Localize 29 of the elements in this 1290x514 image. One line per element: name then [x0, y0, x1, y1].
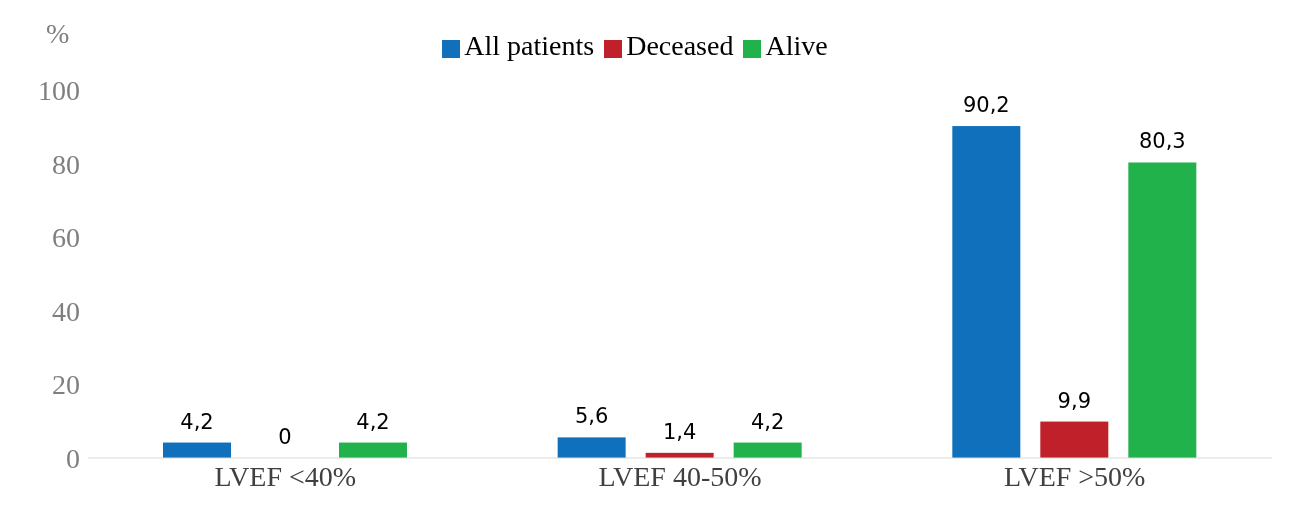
- data-label: 5,6: [574, 404, 609, 429]
- data-label: 4,2: [356, 409, 390, 434]
- y-tick-label: 60: [52, 222, 80, 254]
- bar: [557, 437, 626, 458]
- bar: [733, 442, 802, 458]
- data-label: 1,4: [662, 419, 697, 444]
- bar: [338, 442, 407, 458]
- x-tick-label: LVEF >50%: [1003, 460, 1146, 492]
- data-label: 9,9: [1057, 388, 1092, 413]
- y-tick-label: 100: [38, 74, 80, 106]
- x-tick-label: LVEF <40%: [214, 460, 357, 492]
- y-tick-label: 40: [52, 295, 80, 327]
- legend-label: Alive: [765, 30, 828, 61]
- y-tick-label: 80: [52, 148, 80, 180]
- legend-label: Deceased: [626, 30, 734, 61]
- bar: [1128, 162, 1197, 458]
- legend-label: All patients: [464, 30, 595, 61]
- data-label: 4,2: [180, 409, 214, 434]
- data-label: 0: [278, 425, 292, 449]
- data-label: 90,2: [962, 93, 1010, 118]
- y-tick-label: 20: [52, 369, 80, 401]
- x-tick-label: LVEF 40-50%: [598, 460, 762, 492]
- bar: [1040, 421, 1109, 458]
- bar: [162, 442, 231, 458]
- bar: [952, 126, 1021, 458]
- y-axis-title: %: [46, 18, 70, 50]
- data-label: 4,2: [750, 409, 785, 434]
- y-tick-label: 0: [66, 442, 80, 474]
- data-label: 80,3: [1138, 129, 1186, 154]
